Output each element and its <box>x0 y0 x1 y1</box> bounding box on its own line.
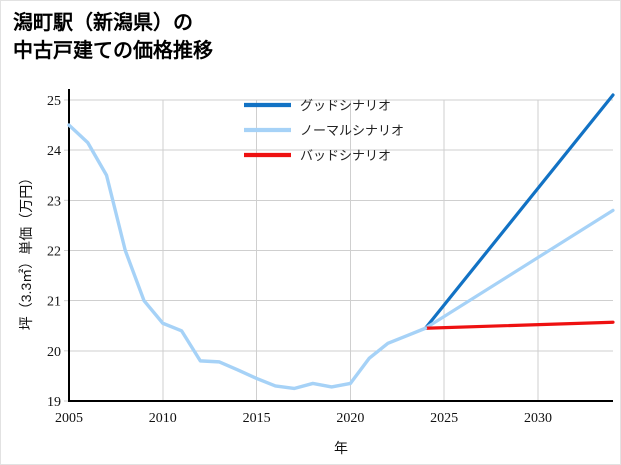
y-axis-title: 坪（3.3㎡）単価（万円） <box>18 171 34 330</box>
legend-label-good: グッドシナリオ <box>300 98 391 113</box>
y-axis-tick-label: 19 <box>47 395 61 410</box>
x-axis-tick-label: 2020 <box>336 411 364 426</box>
y-axis-tick-label: 20 <box>47 345 61 360</box>
title-line-1: 潟町駅（新潟県）の <box>13 12 193 34</box>
x-axis-tick-label: 2010 <box>149 411 177 426</box>
legend-label-normal: ノーマルシナリオ <box>300 123 404 138</box>
page-title: 潟町駅（新潟県）の 中古戸建ての価格推移 <box>13 10 573 65</box>
series-line-scenario-1 <box>423 208 615 330</box>
y-axis-tick-label: 24 <box>47 144 61 159</box>
series-line-history <box>67 123 428 391</box>
y-axis-tick-label: 22 <box>47 245 61 260</box>
y-axis-tick-label: 21 <box>47 295 61 310</box>
x-axis-tick-label: 2030 <box>524 411 552 426</box>
y-axis-tick-label: 25 <box>47 94 61 109</box>
x-axis-tick-label: 2025 <box>430 411 458 426</box>
x-axis-tick-label: 2015 <box>243 411 271 426</box>
title-line-2: 中古戸建ての価格推移 <box>13 39 213 62</box>
legend-label-bad: バッドシナリオ <box>300 148 391 163</box>
series-line-scenario-0 <box>423 93 615 330</box>
y-axis-tick-label: 23 <box>47 194 61 209</box>
x-axis-tick-label: 2005 <box>55 411 83 426</box>
series-line-scenario-2 <box>423 320 615 330</box>
x-axis-title: 年 <box>334 440 348 456</box>
